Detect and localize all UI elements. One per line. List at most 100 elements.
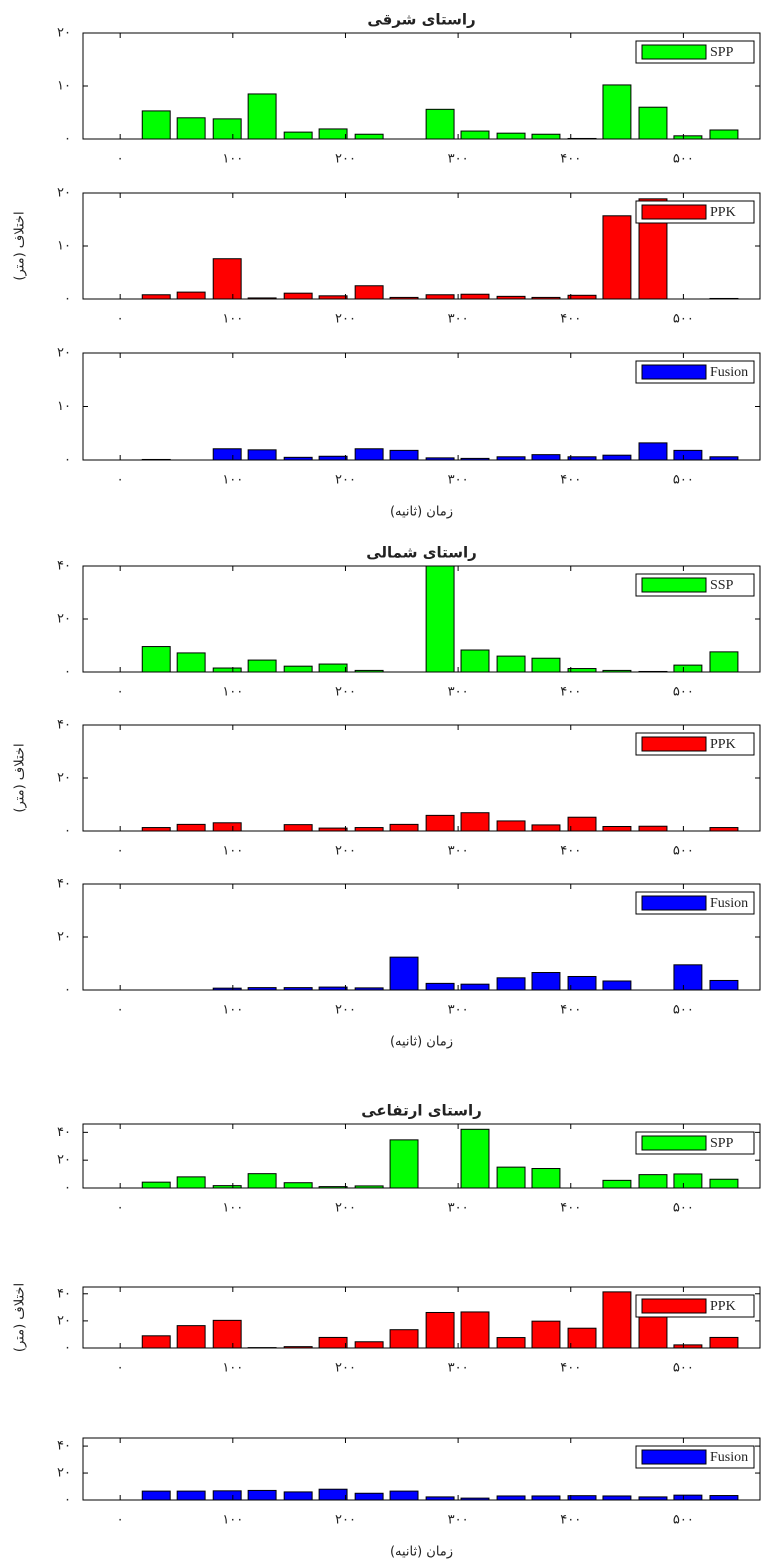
y-tick-label: ۰: [64, 983, 71, 998]
bar: [425, 294, 455, 300]
legend-swatch: [641, 204, 707, 220]
bar: [283, 131, 313, 140]
bar: [602, 825, 632, 832]
x-axis-label: زمان (ثانیه): [390, 505, 453, 520]
x-tick-label: ۰: [117, 152, 124, 167]
bar: [496, 132, 526, 140]
bar: [602, 1495, 632, 1501]
bar: [673, 964, 703, 991]
bar: [531, 824, 561, 832]
y-tick-label: ۲۰: [57, 612, 71, 627]
y-tick-label: ۴۰: [57, 559, 71, 574]
x-tick-label: ۳۰۰: [448, 1513, 469, 1528]
x-tick-label: ۱۰۰: [222, 152, 243, 167]
legend-swatch: [641, 895, 707, 911]
bar: [567, 975, 597, 991]
bar: [212, 118, 242, 140]
bar: [141, 1181, 171, 1189]
bar: [212, 1319, 242, 1349]
bar: [318, 128, 348, 140]
bar: [354, 133, 384, 140]
y-axis-label: اختلاف (متر): [13, 743, 28, 812]
bar: [389, 956, 419, 991]
y-tick-label: ۲۰: [57, 26, 71, 41]
bar: [567, 1327, 597, 1349]
bar: [638, 1174, 668, 1189]
legend-swatch: [641, 44, 707, 60]
y-axis-label: اختلاف (متر): [13, 211, 28, 280]
bar: [247, 449, 277, 461]
chart-title: راستای شمالی: [366, 544, 477, 562]
x-tick-label: ۱۰۰: [222, 473, 243, 488]
bar: [318, 1488, 348, 1501]
x-tick-label: ۲۰۰: [335, 1201, 356, 1216]
bar: [531, 1320, 561, 1349]
bar: [141, 110, 171, 140]
bar: [283, 1182, 313, 1189]
bar: [460, 649, 490, 673]
bar: [602, 1291, 632, 1349]
x-tick-label: ۱۰۰: [222, 1201, 243, 1216]
bar: [531, 1495, 561, 1501]
legend-label: Fusion: [710, 1450, 748, 1465]
bar: [673, 1173, 703, 1189]
bar: [567, 816, 597, 832]
legend-swatch: [641, 1135, 707, 1151]
x-tick-label: ۵۰۰: [673, 685, 694, 700]
bar: [531, 1168, 561, 1189]
x-tick-label: ۵۰۰: [673, 1003, 694, 1018]
x-tick-label: ۱۰۰: [222, 1003, 243, 1018]
bar: [283, 665, 313, 673]
y-tick-label: ۰: [64, 453, 71, 468]
bar: [602, 215, 632, 300]
x-tick-label: ۰: [117, 1003, 124, 1018]
bar: [425, 1311, 455, 1349]
x-tick-label: ۲۰۰: [335, 1513, 356, 1528]
bar: [496, 655, 526, 673]
axes-box: [82, 1286, 761, 1349]
y-tick-label: ۴۰: [57, 1439, 71, 1454]
bar: [460, 812, 490, 832]
x-tick-label: ۳۰۰: [448, 473, 469, 488]
y-tick-label: ۱۰: [57, 399, 71, 414]
bar: [212, 667, 242, 673]
x-tick-label: ۴۰۰: [560, 1361, 581, 1376]
x-tick-label: ۵۰۰: [673, 1513, 694, 1528]
bar: [354, 827, 384, 832]
x-tick-label: ۲۰۰: [335, 1003, 356, 1018]
x-tick-label: ۵۰۰: [673, 473, 694, 488]
x-tick-label: ۴۰۰: [560, 473, 581, 488]
bar: [425, 814, 455, 832]
x-tick-label: ۲۰۰: [335, 152, 356, 167]
bar: [460, 983, 490, 991]
x-tick-label: ۱۰۰: [222, 1513, 243, 1528]
bar: [283, 292, 313, 300]
x-tick-label: ۰: [117, 844, 124, 859]
bar: [425, 108, 455, 140]
x-tick-label: ۲۰۰: [335, 685, 356, 700]
y-tick-label: ۴۰: [57, 877, 71, 892]
x-tick-label: ۵۰۰: [673, 844, 694, 859]
chart-title: راستای ارتفاعی: [361, 1102, 482, 1120]
bar: [318, 1336, 348, 1349]
y-tick-label: ۴۰: [57, 1125, 71, 1140]
x-tick-label: ۴۰۰: [560, 1513, 581, 1528]
y-tick-label: ۲۰: [57, 930, 71, 945]
y-tick-label: ۰: [64, 132, 71, 147]
bar: [176, 1325, 206, 1349]
bar: [531, 657, 561, 673]
x-tick-label: ۵۰۰: [673, 1361, 694, 1376]
legend-label: PPK: [710, 737, 736, 752]
bar: [567, 668, 597, 673]
bar: [141, 294, 171, 300]
x-tick-label: ۵۰۰: [673, 312, 694, 327]
bar: [531, 454, 561, 461]
x-tick-label: ۴۰۰: [560, 685, 581, 700]
legend-label: Fusion: [710, 896, 748, 911]
y-tick-label: ۰: [64, 1181, 71, 1196]
bar: [709, 1178, 739, 1189]
bar: [212, 448, 242, 461]
x-tick-label: ۲۰۰: [335, 312, 356, 327]
bar: [283, 1491, 313, 1501]
bar: [638, 825, 668, 832]
